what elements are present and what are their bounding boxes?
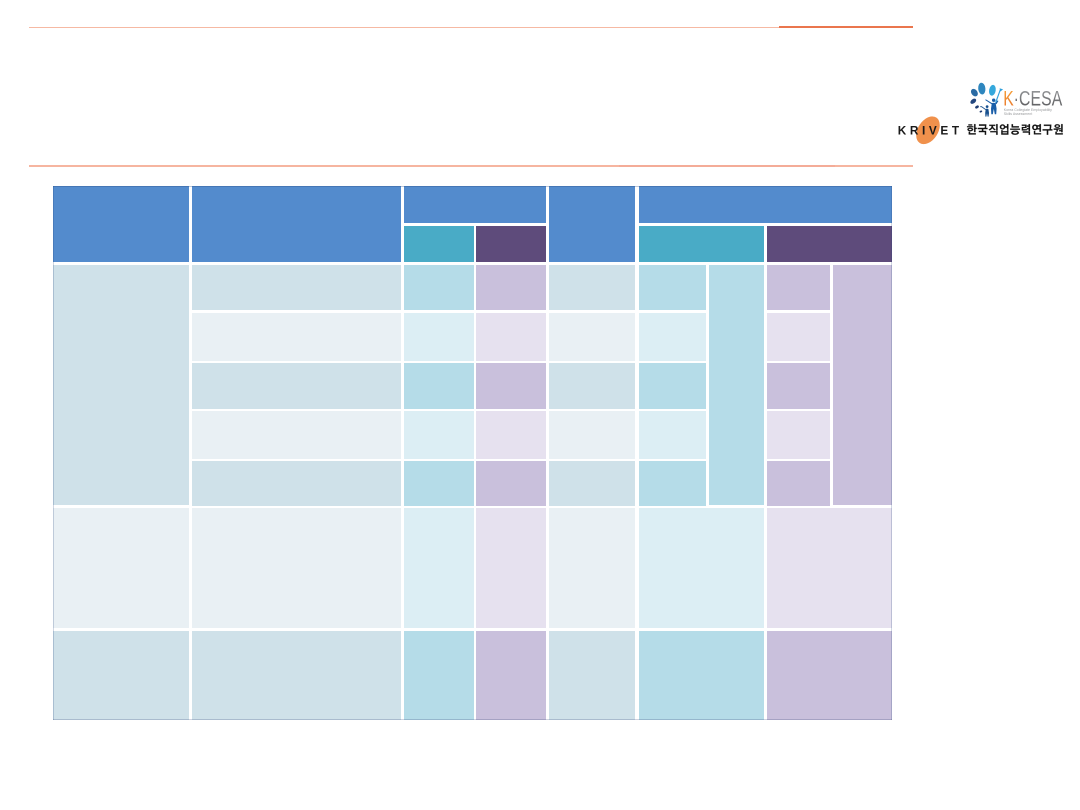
svg-text:KRIVET: KRIVET — [898, 124, 963, 138]
svg-text:Korea Collegiate Employability: Korea Collegiate Employability — [1004, 108, 1052, 112]
svg-text:K: K — [1003, 86, 1014, 110]
svg-text:·CESA: ·CESA — [1014, 86, 1063, 110]
svg-text:Skills Assessment: Skills Assessment — [1004, 112, 1032, 116]
